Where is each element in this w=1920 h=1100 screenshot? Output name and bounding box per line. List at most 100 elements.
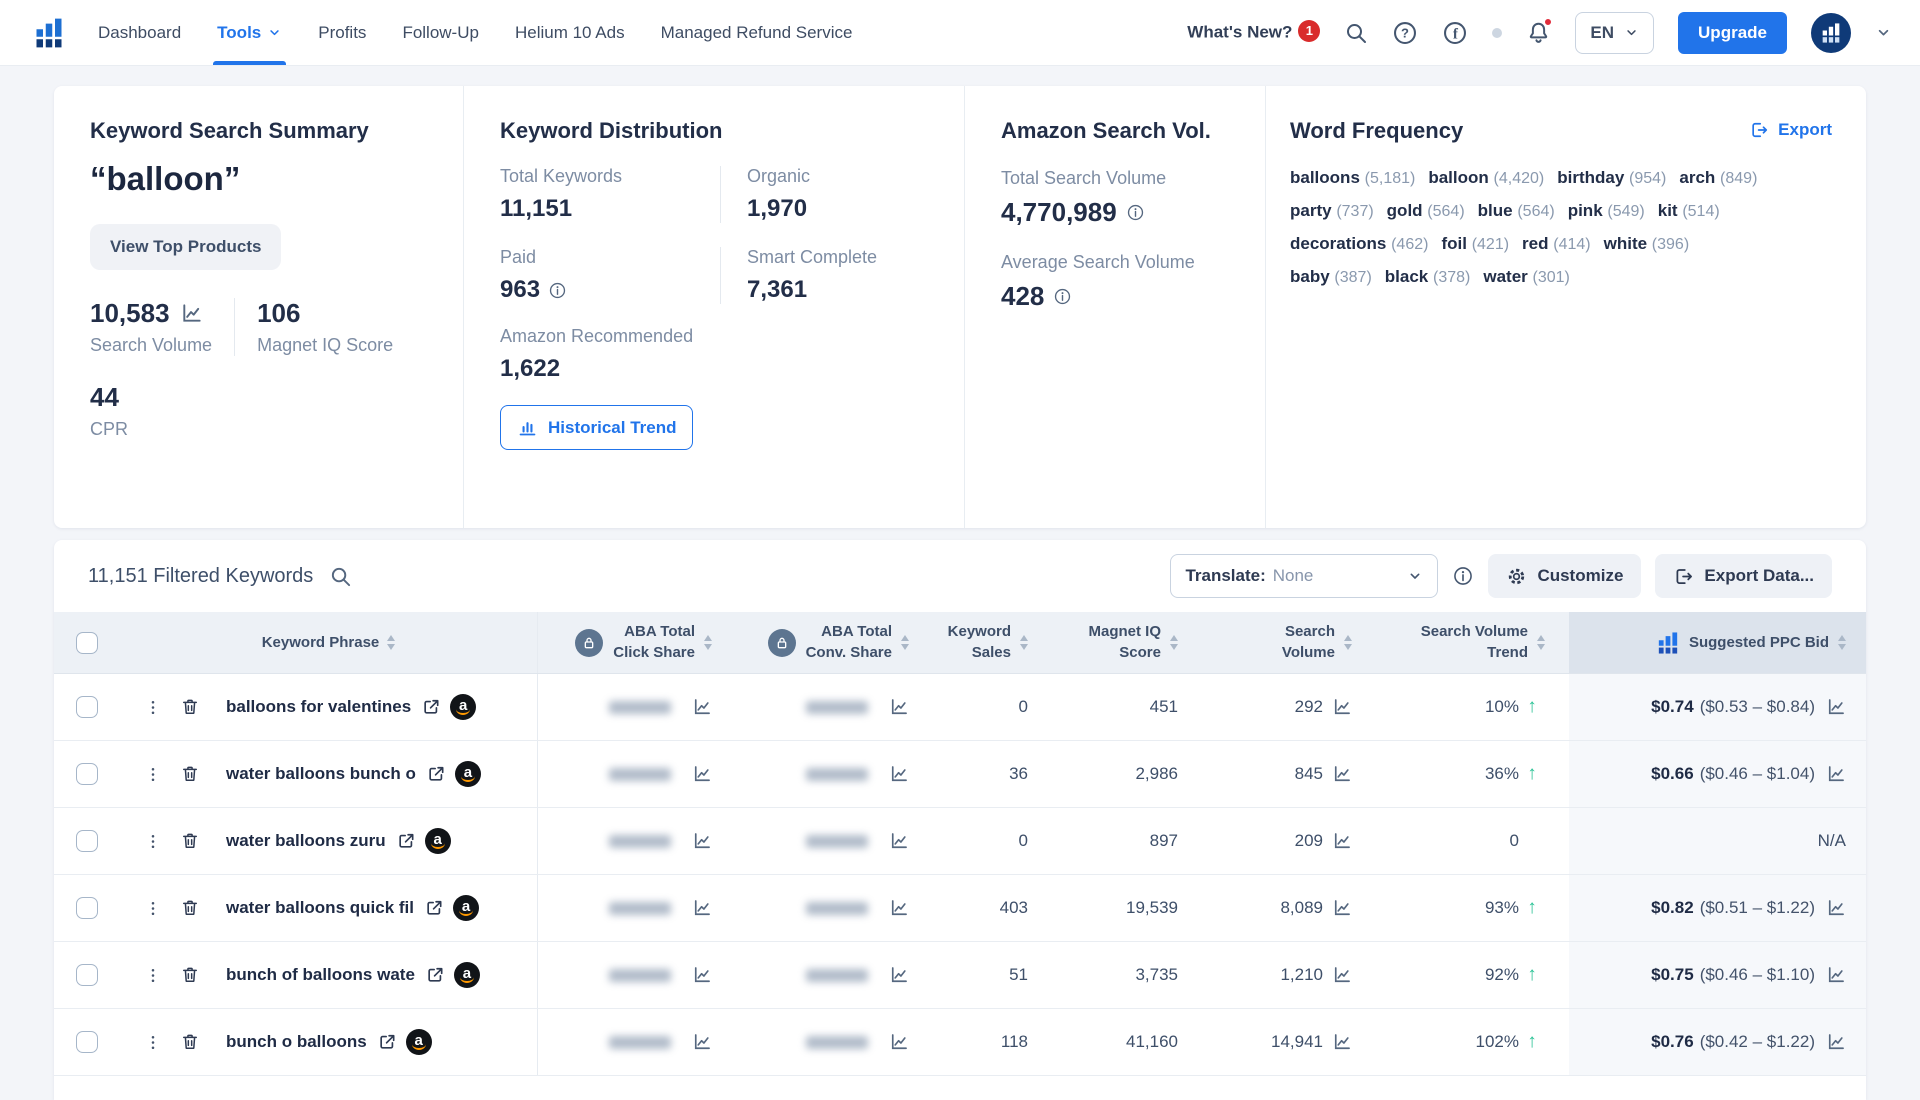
view-top-products-button[interactable]: View Top Products <box>90 224 281 270</box>
whats-new-link[interactable]: What's New?1 <box>1187 22 1320 44</box>
header-aba-conv-share[interactable]: ABA TotalConv. Share <box>738 612 935 673</box>
row-checkbox[interactable] <box>76 897 98 919</box>
helium10-logo-icon[interactable] <box>34 18 64 48</box>
header-suggested-ppc-bid[interactable]: Suggested PPC Bid <box>1569 612 1866 673</box>
trash-icon[interactable] <box>180 764 200 784</box>
line-chart-icon[interactable] <box>1826 764 1846 784</box>
trash-icon[interactable] <box>180 898 200 918</box>
search-icon[interactable] <box>1344 21 1368 45</box>
line-chart-icon[interactable] <box>1826 965 1846 985</box>
row-checkbox[interactable] <box>76 763 98 785</box>
line-chart-icon[interactable] <box>1826 898 1846 918</box>
nav-item-managed-refund-service[interactable]: Managed Refund Service <box>661 0 853 65</box>
line-chart-icon[interactable] <box>889 1032 909 1052</box>
kebab-menu-icon[interactable] <box>144 966 162 985</box>
word-frequency-item[interactable]: blue (564) <box>1478 201 1555 221</box>
nav-item-dashboard[interactable]: Dashboard <box>98 0 181 65</box>
kebab-menu-icon[interactable] <box>144 832 162 851</box>
line-chart-icon[interactable] <box>1826 697 1846 717</box>
sort-icon[interactable] <box>1020 635 1028 650</box>
word-frequency-item[interactable]: arch (849) <box>1679 168 1757 188</box>
line-chart-icon[interactable] <box>180 302 203 325</box>
header-keyword-phrase[interactable]: Keyword Phrase <box>120 612 538 673</box>
sort-icon[interactable] <box>1170 635 1178 650</box>
line-chart-icon[interactable] <box>889 697 909 717</box>
sort-icon[interactable] <box>387 635 395 650</box>
line-chart-icon[interactable] <box>1332 898 1352 918</box>
upgrade-button[interactable]: Upgrade <box>1678 12 1787 54</box>
translate-info-icon[interactable] <box>1452 565 1474 587</box>
line-chart-icon[interactable] <box>1332 764 1352 784</box>
header-keyword-sales[interactable]: KeywordSales <box>935 612 1058 673</box>
trash-icon[interactable] <box>180 1032 200 1052</box>
line-chart-icon[interactable] <box>692 898 712 918</box>
language-selector[interactable]: EN <box>1575 12 1654 54</box>
nav-item-follow-up[interactable]: Follow-Up <box>402 0 479 65</box>
trash-icon[interactable] <box>180 965 200 985</box>
nav-item-tools[interactable]: Tools <box>217 0 282 65</box>
translate-dropdown[interactable]: Translate: None <box>1170 554 1438 598</box>
word-frequency-item[interactable]: birthday (954) <box>1557 168 1666 188</box>
kebab-menu-icon[interactable] <box>144 698 162 717</box>
account-avatar[interactable] <box>1811 13 1851 53</box>
line-chart-icon[interactable] <box>1332 697 1352 717</box>
external-link-icon[interactable] <box>396 831 416 851</box>
line-chart-icon[interactable] <box>889 764 909 784</box>
word-frequency-item[interactable]: baby (387) <box>1290 267 1372 287</box>
amazon-icon[interactable]: a <box>425 828 451 854</box>
amazon-icon[interactable]: a <box>453 895 479 921</box>
word-frequency-item[interactable]: gold (564) <box>1387 201 1465 221</box>
help-icon[interactable] <box>1392 20 1418 46</box>
nav-item-profits[interactable]: Profits <box>318 0 366 65</box>
line-chart-icon[interactable] <box>889 965 909 985</box>
word-frequency-item[interactable]: balloons (5,181) <box>1290 168 1415 188</box>
word-frequency-item[interactable]: water (301) <box>1483 267 1570 287</box>
sort-icon[interactable] <box>704 635 712 650</box>
kebab-menu-icon[interactable] <box>144 765 162 784</box>
external-link-icon[interactable] <box>424 898 444 918</box>
word-frequency-item[interactable]: foil (421) <box>1441 234 1509 254</box>
info-icon[interactable] <box>1126 203 1145 222</box>
line-chart-icon[interactable] <box>692 697 712 717</box>
select-all-checkbox[interactable] <box>76 632 98 654</box>
word-frequency-item[interactable]: red (414) <box>1522 234 1591 254</box>
line-chart-icon[interactable] <box>1826 1032 1846 1052</box>
word-frequency-item[interactable]: decorations (462) <box>1290 234 1428 254</box>
export-data-button[interactable]: Export Data... <box>1655 554 1832 598</box>
line-chart-icon[interactable] <box>889 898 909 918</box>
sort-icon[interactable] <box>1537 635 1545 650</box>
amazon-icon[interactable]: a <box>454 962 480 988</box>
line-chart-icon[interactable] <box>1332 831 1352 851</box>
trash-icon[interactable] <box>180 697 200 717</box>
word-frequency-item[interactable]: black (378) <box>1385 267 1471 287</box>
trash-icon[interactable] <box>180 831 200 851</box>
export-link[interactable]: Export <box>1749 120 1832 140</box>
line-chart-icon[interactable] <box>692 1032 712 1052</box>
word-frequency-item[interactable]: party (737) <box>1290 201 1374 221</box>
account-chevron-icon[interactable] <box>1875 24 1892 41</box>
row-checkbox[interactable] <box>76 1031 98 1053</box>
sort-icon[interactable] <box>1838 635 1846 650</box>
historical-trend-button[interactable]: Historical Trend <box>500 405 693 450</box>
line-chart-icon[interactable] <box>692 764 712 784</box>
nav-item-helium10-ads[interactable]: Helium 10 Ads <box>515 0 625 65</box>
header-aba-click-share[interactable]: ABA TotalClick Share <box>538 612 738 673</box>
external-link-icon[interactable] <box>377 1032 397 1052</box>
header-magnet-iq-score[interactable]: Magnet IQScore <box>1058 612 1212 673</box>
kebab-menu-icon[interactable] <box>144 1033 162 1052</box>
word-frequency-item[interactable]: kit (514) <box>1658 201 1720 221</box>
line-chart-icon[interactable] <box>1332 965 1352 985</box>
kebab-menu-icon[interactable] <box>144 899 162 918</box>
header-search-volume-trend[interactable]: Search VolumeTrend <box>1372 612 1569 673</box>
line-chart-icon[interactable] <box>692 965 712 985</box>
amazon-icon[interactable]: a <box>406 1029 432 1055</box>
row-checkbox[interactable] <box>76 964 98 986</box>
row-checkbox[interactable] <box>76 696 98 718</box>
line-chart-icon[interactable] <box>692 831 712 851</box>
info-icon[interactable] <box>548 281 567 300</box>
facebook-icon[interactable] <box>1442 20 1468 46</box>
row-checkbox[interactable] <box>76 830 98 852</box>
line-chart-icon[interactable] <box>889 831 909 851</box>
external-link-icon[interactable] <box>426 764 446 784</box>
sort-icon[interactable] <box>901 635 909 650</box>
